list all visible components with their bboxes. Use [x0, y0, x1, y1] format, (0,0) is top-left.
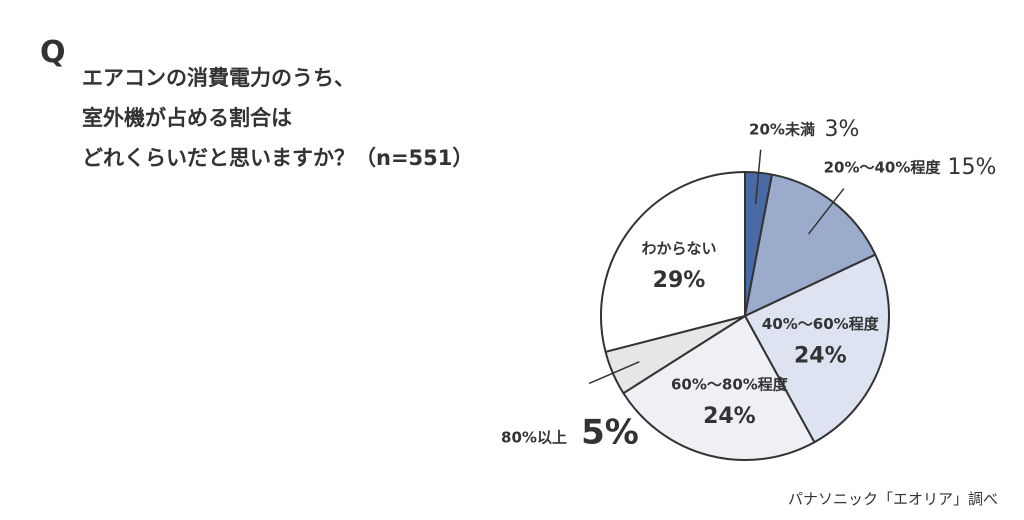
- pie-slices: [600, 171, 890, 461]
- question-mark: Q: [40, 35, 66, 70]
- slice-label-4: 60%～80%程度: [671, 375, 789, 393]
- leader-lines: [588, 149, 845, 385]
- slice-label-3: 40%～60%程度: [762, 315, 880, 333]
- slice-label-5: 80%以上: [501, 429, 567, 447]
- source-note: パナソニック「エオリア」調べ: [787, 490, 998, 508]
- slice-value-2: 15%: [948, 155, 997, 180]
- slice-value-3: 24%: [794, 343, 847, 368]
- leader-line-1: [754, 149, 762, 205]
- slice-label-2: 20%～40%程度: [824, 159, 942, 177]
- slice-label-6: わからない: [641, 239, 716, 257]
- leader-line-5: [588, 361, 640, 385]
- slice-label-1: 20%未満: [749, 121, 815, 139]
- pie-slice-3: [744, 253, 890, 444]
- pie-slice-4: [622, 315, 816, 461]
- slice-labels: 20%未満 3% 20%～40%程度 15% 40%～60%程度 24% 60%～80%程度…: [501, 117, 996, 453]
- question-line-1: エアコンの消費電力のうち、: [82, 66, 355, 90]
- slice-value-4: 24%: [703, 404, 756, 429]
- leader-line-2: [807, 188, 845, 235]
- question-line-3: どれくらいだと思いますか？（n=551）: [82, 146, 474, 170]
- slice-value-6: 29%: [653, 268, 706, 293]
- slice-value-5: 5%: [581, 413, 639, 453]
- slice-value-1: 3%: [825, 117, 860, 142]
- pie-slice-6: [600, 171, 746, 353]
- question-line-2: 室外機が占める割合は: [82, 106, 292, 130]
- question-text: エアコンの消費電力のうち、 室外機が占める割合は どれくらいだと思いますか？（n…: [82, 58, 473, 178]
